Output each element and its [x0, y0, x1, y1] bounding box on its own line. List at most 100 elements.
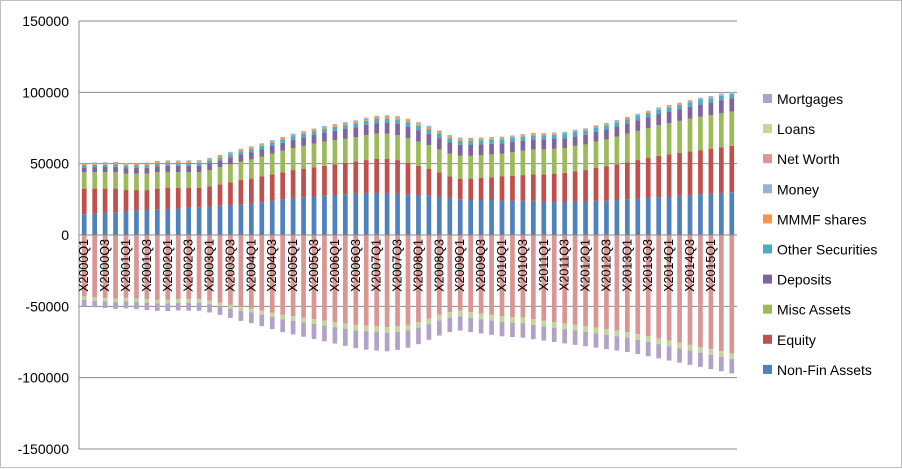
bar-segment-other-securities — [92, 164, 98, 168]
bar-segment-loans — [478, 313, 484, 320]
bar-segment-equity — [92, 188, 98, 214]
bar-segment-other-securities — [583, 130, 588, 135]
bar-segment-other-securities — [363, 120, 369, 125]
bar-segment-net-worth — [217, 235, 223, 303]
bar-segment-mmmf-shares — [207, 159, 212, 161]
bar-segment-net-worth — [562, 235, 568, 324]
bar-segment-non-fin-assets — [134, 210, 139, 235]
bar-segment-net-worth — [280, 235, 286, 315]
bar-segment-money — [144, 162, 150, 164]
bar-segment-other-securities — [186, 162, 192, 166]
bar-segment-misc-assets — [489, 154, 494, 178]
bar-segment-equity — [102, 188, 108, 213]
bar-segment-mmmf-shares — [541, 134, 547, 136]
x-tick-label: X2011Q1 — [537, 239, 551, 291]
bar-segment-mmmf-shares — [353, 121, 359, 124]
bar-segment-loans — [384, 327, 390, 333]
bar-segment-equity — [269, 174, 275, 201]
bar-segment-loans — [175, 299, 181, 303]
bar-segment-loans — [520, 317, 526, 324]
bar-segment-loans — [436, 314, 442, 321]
bar-segment-non-fin-assets — [677, 195, 682, 235]
bar-segment-mortgages — [447, 317, 453, 333]
bar-segment-other-securities — [238, 151, 244, 155]
bar-segment-other-securities — [698, 100, 703, 105]
x-tick-label: X2002Q1 — [161, 239, 175, 292]
bar-segment-net-worth — [457, 235, 463, 311]
bar-segment-misc-assets — [666, 123, 672, 155]
bar-segment-net-worth — [374, 235, 380, 327]
bar-segment-other-securities — [635, 116, 641, 121]
bar-segment-mortgages — [290, 320, 296, 335]
bar-segment-other-securities — [593, 127, 599, 132]
legend-label: Equity — [777, 332, 816, 348]
bar-segment-misc-assets — [426, 145, 432, 169]
bar-segment-other-securities — [248, 148, 254, 153]
bar-segment-non-fin-assets — [614, 200, 620, 235]
bar-segment-mortgages — [729, 359, 735, 374]
bar-segment-loans — [708, 349, 714, 355]
bar-segment-non-fin-assets — [436, 196, 442, 235]
legend-swatch — [763, 94, 772, 103]
bar-segment-money — [342, 122, 348, 124]
bar-segment-loans — [248, 308, 254, 313]
bar-segment-money — [165, 160, 171, 162]
bar-segment-equity — [259, 176, 265, 203]
bar-segment-deposits — [384, 122, 390, 134]
bar-segment-net-worth — [436, 235, 442, 315]
bar-segment-net-worth — [614, 235, 620, 331]
bar-segment-deposits — [186, 165, 192, 173]
bar-segment-money — [687, 100, 693, 102]
bar-segment-net-worth — [572, 235, 578, 325]
bar-segment-equity — [614, 164, 620, 201]
bar-segment-non-fin-assets — [102, 212, 108, 235]
bar-segment-equity — [384, 158, 390, 193]
bar-segment-mortgages — [374, 332, 380, 351]
bar-segment-other-securities — [656, 109, 662, 115]
y-tick-labels: 150000 100000 50000 0 -50000 -100000 -150000 — [18, 13, 70, 457]
bar-segment-net-worth — [468, 235, 474, 313]
bar-segment-net-worth — [144, 235, 150, 300]
bar-segment-money — [604, 123, 609, 125]
bar-segment-other-securities — [269, 142, 275, 146]
bar-segment-other-securities — [520, 136, 526, 141]
bar-segment-misc-assets — [363, 135, 369, 161]
bar-segment-money — [175, 160, 181, 162]
bar-segment-money — [238, 148, 244, 150]
bar-segment-mortgages — [248, 312, 254, 324]
y-tick-label: -100000 — [18, 370, 70, 386]
bar-segment-other-securities — [666, 107, 672, 112]
bar-segment-other-securities — [478, 140, 484, 145]
bar-segment-net-worth — [290, 235, 296, 317]
bar-segment-net-worth — [322, 235, 327, 321]
legend-swatch — [763, 364, 772, 374]
bar-segment-deposits — [698, 104, 703, 117]
bar-segment-money — [562, 131, 568, 133]
bar-segment-deposits — [259, 149, 265, 157]
bar-segment-money — [228, 151, 233, 153]
bar-segment-mmmf-shares — [175, 161, 181, 164]
bar-segment-money — [698, 97, 703, 99]
bar-segment-mortgages — [656, 344, 662, 359]
bar-segment-other-securities — [395, 119, 400, 125]
bar-segment-money — [248, 146, 254, 148]
bar-segment-mmmf-shares — [666, 106, 672, 108]
bar-segment-other-securities — [416, 125, 421, 131]
bar-segment-mortgages — [583, 332, 588, 347]
bar-segment-other-securities — [81, 165, 87, 168]
bar-segment-other-securities — [332, 126, 338, 131]
bar-segment-non-fin-assets — [144, 210, 150, 235]
bar-segment-equity — [510, 175, 515, 201]
bar-segment-mmmf-shares — [499, 137, 505, 140]
bar-segment-mmmf-shares — [102, 163, 108, 165]
bar-segment-non-fin-assets — [207, 206, 212, 235]
bar-segment-loans — [144, 299, 150, 303]
x-tick-label: X2006Q1 — [328, 239, 342, 292]
bar-segment-other-securities — [677, 104, 682, 110]
bar-segment-mortgages — [207, 304, 212, 313]
bar-segment-money — [384, 115, 390, 117]
bar-segment-equity — [134, 190, 139, 211]
bar-segment-mortgages — [342, 328, 348, 346]
bar-segment-misc-assets — [593, 141, 599, 168]
bar-segment-other-securities — [113, 164, 118, 167]
